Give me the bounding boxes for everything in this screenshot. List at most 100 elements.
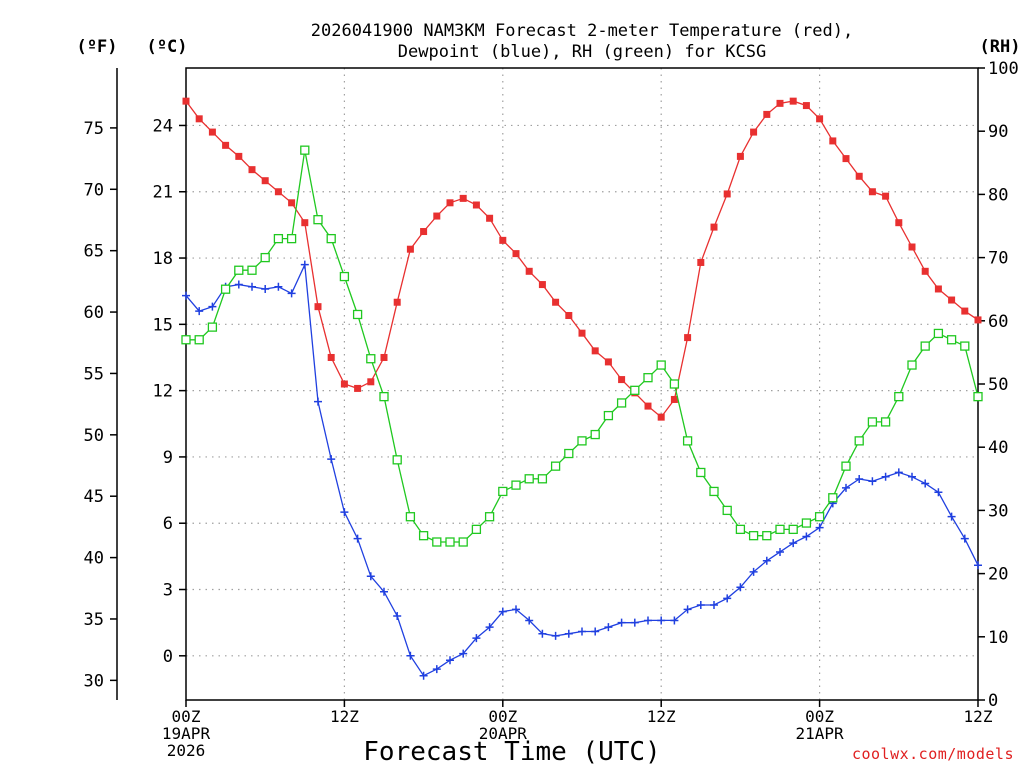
- temperature-point: [974, 316, 982, 324]
- dewpoint-point: [855, 475, 864, 484]
- rh-point: [352, 309, 363, 320]
- rh-point: [590, 429, 600, 440]
- dewpoint-point: [538, 629, 547, 638]
- rh-point: [880, 417, 891, 427]
- dewpoint-point: [182, 291, 190, 300]
- rh-point: [498, 486, 508, 497]
- rh-point: [722, 505, 732, 516]
- x-axis-title: Forecast Time (UTC): [363, 737, 660, 767]
- dewpoint-point: [380, 587, 388, 596]
- dewpoint-point: [248, 282, 256, 291]
- temperature-point: [829, 137, 837, 145]
- temperature-point: [855, 172, 863, 180]
- dewpoint-point: [868, 477, 877, 486]
- dewpoint-point: [485, 623, 494, 632]
- rh-point: [234, 265, 244, 275]
- x-tick-label-time: 12Z: [330, 707, 359, 726]
- rh-point: [379, 391, 389, 402]
- x-tick-label-time: 00Z: [488, 707, 517, 726]
- temperature-point: [578, 329, 586, 337]
- temperature-point: [525, 267, 533, 275]
- rh-point: [933, 328, 944, 339]
- dewpoint-point: [472, 634, 481, 643]
- temperature-point: [433, 212, 441, 220]
- rh-point: [458, 537, 468, 547]
- temperature-point: [882, 192, 890, 200]
- temperature-point: [446, 199, 454, 207]
- rh-point: [854, 436, 864, 446]
- rh-point: [682, 436, 693, 446]
- rh-tick-label: 0: [988, 691, 998, 711]
- temperature-point: [868, 188, 876, 196]
- dewpoint-point: [894, 468, 903, 477]
- chart-title-line2: Dewpoint (blue), RH (green) for KCSG: [398, 42, 766, 62]
- temperature-point: [208, 128, 216, 136]
- dewpoint-point: [578, 627, 586, 636]
- dewpoint-point: [921, 479, 930, 488]
- rh-point: [194, 335, 204, 345]
- temperature-point: [895, 219, 903, 227]
- rh-point: [392, 455, 402, 465]
- temperature-point: [459, 194, 467, 202]
- temperature-point: [499, 236, 507, 244]
- temperature-point: [301, 219, 309, 227]
- dewpoint-point: [234, 280, 243, 289]
- rh-point: [260, 252, 270, 263]
- rh-point: [748, 531, 759, 541]
- rh-point: [326, 233, 336, 244]
- dewpoint-point: [195, 307, 204, 316]
- dewpoint-point: [406, 651, 415, 660]
- rh-point: [511, 480, 521, 490]
- dewpoint-point: [947, 512, 956, 521]
- temperature-point: [340, 380, 348, 388]
- rh-point: [418, 531, 429, 541]
- rh-point: [973, 391, 983, 402]
- temperature-point: [644, 402, 652, 410]
- rh-axis-unit: (RH): [980, 37, 1021, 57]
- temperature-point: [802, 102, 810, 110]
- temperature-point: [552, 298, 560, 306]
- fahrenheit-tick-label: 30: [84, 671, 104, 691]
- temperature-point: [288, 199, 296, 207]
- chart-title-line1: 2026041900 NAM3KM Forecast 2-meter Tempe…: [311, 21, 853, 41]
- dewpoint-point: [591, 627, 600, 636]
- credit-link[interactable]: coolwx.com/models: [852, 745, 1014, 763]
- temperature-point: [354, 384, 362, 392]
- rh-point: [313, 215, 323, 225]
- celsius-tick-label: 12: [153, 382, 173, 402]
- fahrenheit-tick-label: 70: [84, 180, 104, 200]
- celsius-tick-label: 24: [153, 116, 173, 136]
- dewpoint-point: [815, 523, 824, 532]
- dewpoint-point: [644, 616, 652, 625]
- dewpoint-point: [314, 397, 322, 406]
- rh-tick-label: 10: [988, 628, 1008, 648]
- x-tick-label-date: 20APR: [479, 724, 528, 743]
- rh-point: [220, 284, 231, 294]
- temperature-point: [538, 281, 546, 289]
- temperature-point: [274, 188, 282, 196]
- fahrenheit-tick-label: 60: [84, 303, 104, 323]
- temperature-point: [670, 395, 678, 403]
- rh-point: [841, 461, 851, 471]
- temperature-point: [486, 214, 494, 222]
- temperature-point: [618, 376, 626, 384]
- temperature-point: [789, 97, 797, 105]
- rh-point: [920, 341, 930, 351]
- temperature-point: [222, 141, 230, 149]
- temperature-point: [934, 285, 942, 293]
- temperature-point: [736, 152, 744, 160]
- celsius-tick-label: 3: [163, 581, 173, 601]
- dewpoint-point: [498, 607, 507, 616]
- temperature-point: [565, 311, 573, 319]
- rh-point: [603, 410, 614, 421]
- rh-point: [405, 512, 416, 522]
- dewpoint-point: [340, 508, 349, 517]
- celsius-tick-label: 15: [153, 315, 173, 335]
- temperature-point: [512, 250, 520, 258]
- rh-tick-label: 60: [988, 312, 1008, 332]
- dewpoint-point: [842, 483, 850, 492]
- dewpoint-point: [934, 488, 943, 497]
- rh-point: [524, 474, 534, 484]
- temperature-point: [472, 201, 480, 209]
- rh-point: [643, 373, 653, 383]
